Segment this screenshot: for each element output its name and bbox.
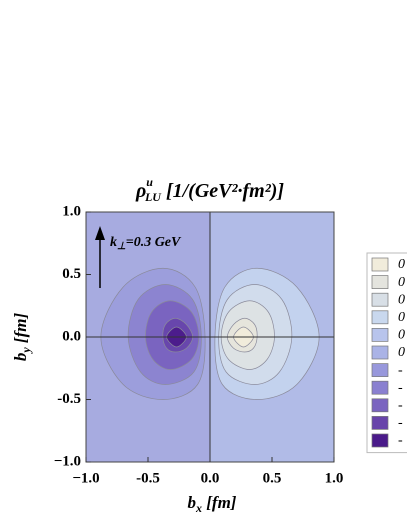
x-tick-label: -0.5 xyxy=(136,470,160,486)
x-axis-label: bx [fm] xyxy=(188,493,237,515)
legend-swatch xyxy=(371,380,389,395)
legend-swatch xyxy=(371,328,389,342)
legend-swatch xyxy=(371,416,389,430)
annotation-symbol: k xyxy=(110,235,117,250)
legend-swatch xyxy=(371,275,389,289)
arrow-head xyxy=(95,226,105,240)
legend-label: 0 xyxy=(398,345,405,360)
y-axis-label: by [fm] xyxy=(11,313,33,362)
y-tick-label: −1.0 xyxy=(54,453,81,469)
x-tick-label: 0.0 xyxy=(201,470,220,486)
legend-label: - xyxy=(398,416,403,431)
annotation-text: =0.3 GeV xyxy=(126,235,182,250)
legend-label: 0 xyxy=(398,292,405,307)
y-tick-label: -0.5 xyxy=(57,391,81,407)
overlay: −1.0 -0.5 0.0 0.5 1.0 −1.0 -0.5 0.0 0.5 1.0 k⊥=0.3… xyxy=(54,203,344,486)
legend-swatch xyxy=(371,257,389,272)
chart-title: ρu LU [1/(GeV²·fm²)] xyxy=(135,175,284,204)
legend-label: 0 xyxy=(398,328,405,343)
legend-label: 0 xyxy=(398,275,405,290)
legend-swatch xyxy=(371,398,389,413)
legend-label: - xyxy=(398,398,403,413)
legend-label: - xyxy=(398,433,403,448)
y-tick-label: 0.0 xyxy=(62,328,81,344)
legend-swatch xyxy=(371,363,389,377)
x-label-unit: [fm] xyxy=(202,493,237,512)
title-subscript: LU xyxy=(144,190,162,204)
legend-swatch xyxy=(371,310,389,325)
title-unit: [1/(GeV²·fm²)] xyxy=(161,180,284,202)
annotation-subscript: ⊥ xyxy=(117,241,126,252)
y-tick-label: 1.0 xyxy=(62,203,81,219)
legend-label: 0 xyxy=(398,257,405,272)
y-label-unit: [fm] xyxy=(11,313,30,348)
annotation: k⊥=0.3 GeV xyxy=(110,235,182,252)
legend-label: - xyxy=(398,380,403,395)
y-label-symbol: b xyxy=(11,353,30,362)
x-tick-label: 0.5 xyxy=(263,470,282,486)
legend-swatch xyxy=(371,433,389,448)
x-label-symbol: b xyxy=(188,493,197,512)
legend-label: 0 xyxy=(398,310,405,325)
legend-swatch xyxy=(371,292,389,307)
x-tick-label: 1.0 xyxy=(325,470,344,486)
legend-label: - xyxy=(398,363,403,378)
x-tick-label: −1.0 xyxy=(72,470,99,486)
title-symbol: ρ xyxy=(135,180,146,202)
title-superscript: u xyxy=(146,175,153,189)
y-label-subscript: y xyxy=(19,347,33,355)
y-tick-label: 0.5 xyxy=(62,266,81,282)
x-label-subscript: x xyxy=(195,501,202,515)
legend-swatch xyxy=(371,345,389,360)
